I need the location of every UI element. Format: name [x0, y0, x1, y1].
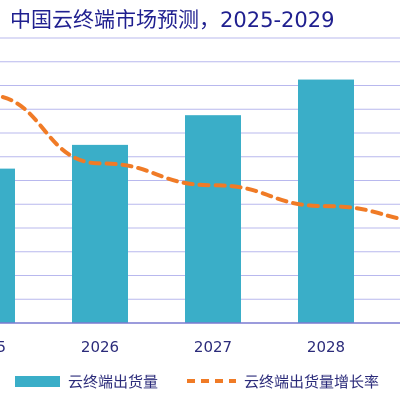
x-tick-2025: 2025 — [0, 338, 6, 356]
bar-series — [0, 79, 354, 323]
bar-2025 — [0, 168, 15, 323]
x-tick-2027: 2027 — [194, 338, 232, 356]
bar-2028 — [298, 79, 354, 323]
chart-title: 中国云终端市场预测，2025-2029 — [10, 8, 335, 32]
x-tick-2026: 2026 — [81, 338, 119, 356]
x-tick-labels: 20252026202720282029 — [0, 338, 345, 356]
growth-rate-line — [0, 94, 400, 221]
legend-bar-swatch — [15, 376, 60, 387]
bar-2027 — [185, 115, 241, 323]
legend-bar-label: 云终端出货量 — [68, 373, 158, 391]
bar-2026 — [72, 144, 128, 323]
line-series — [0, 94, 400, 221]
legend: 云终端出货量 云终端出货量增长率 — [15, 373, 379, 391]
x-tick-2028: 2028 — [307, 338, 345, 356]
legend-line-label: 云终端出货量增长率 — [244, 373, 379, 391]
